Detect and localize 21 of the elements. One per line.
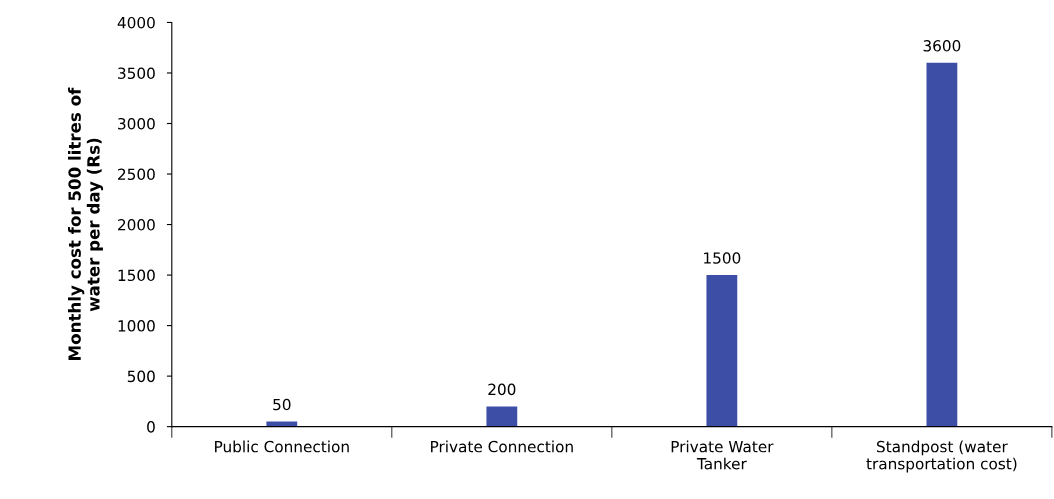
y-tick-label: 3500 <box>118 67 155 79</box>
y-tick-label: 1000 <box>118 320 155 332</box>
data-label: 200 <box>488 383 516 396</box>
x-tick-label: Private Water Tanker <box>671 440 774 470</box>
y-axis-title: Monthly cost for 500 litres of water per day (Rs) <box>68 87 104 360</box>
y-tick-label: 4000 <box>117 16 155 29</box>
data-label: 50 <box>273 398 291 411</box>
y-tick-label: 500 <box>127 370 155 383</box>
x-tick-label: Public Connection <box>215 440 349 453</box>
y-tick-label: 1500 <box>118 269 155 282</box>
y-tick-label: 2500 <box>118 168 155 181</box>
x-tick-label: Standpost (water transportation cost) <box>866 440 1017 473</box>
y-tick-label: 2000 <box>118 219 155 231</box>
data-label: 1500 <box>704 252 741 264</box>
data-label: 3600 <box>923 40 961 52</box>
bar <box>486 406 518 427</box>
bar <box>706 275 738 427</box>
bar <box>926 62 958 427</box>
y-tick-label: 0 <box>147 421 155 433</box>
y-tick-label: 3000 <box>118 117 155 130</box>
x-tick-label: Private Connection <box>431 440 573 453</box>
